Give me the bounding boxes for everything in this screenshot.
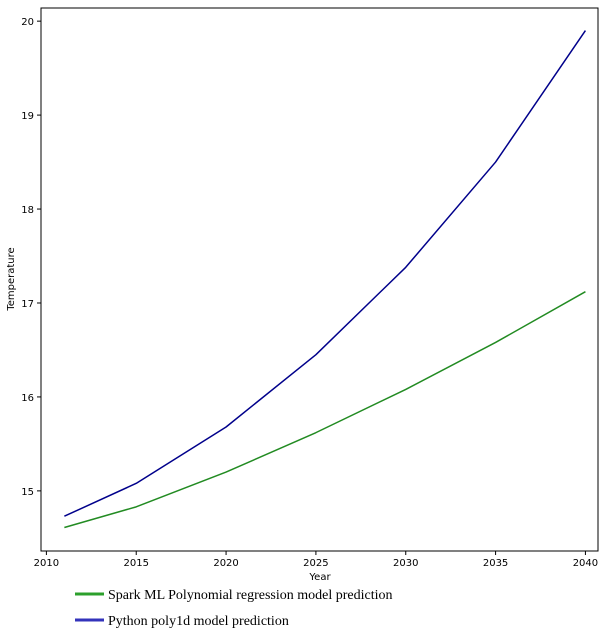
y-tick-label: 19 (21, 111, 34, 122)
x-axis-ticks: 2010 2015 2020 2025 2030 2035 2040 (34, 551, 598, 569)
plot-frame (40, 7, 599, 552)
y-tick-label: 17 (21, 299, 34, 310)
legend-label-spark: Spark ML Polynomial regression model pre… (108, 588, 393, 603)
x-tick-label: 2030 (393, 558, 418, 569)
y-axis-label: Temperature (6, 247, 17, 311)
x-tick-label: 2025 (303, 558, 328, 569)
x-tick-label: 2040 (573, 558, 598, 569)
y-tick-label: 20 (21, 17, 34, 28)
legend: Spark ML Polynomial regression model pre… (75, 588, 393, 629)
x-tick-label: 2035 (483, 558, 508, 569)
series-layer (64, 30, 587, 529)
series-line-python (64, 30, 587, 517)
x-tick-label: 2015 (124, 558, 149, 569)
y-tick-label: 18 (21, 205, 34, 216)
x-axis-label: Year (308, 572, 331, 583)
y-tick-label: 16 (21, 393, 34, 404)
x-tick-label: 2020 (213, 558, 238, 569)
y-axis-ticks: 15 16 17 18 19 20 (21, 17, 41, 498)
series-line-spark (64, 291, 586, 529)
legend-label-python: Python poly1d model prediction (108, 614, 289, 629)
y-tick-label: 15 (21, 487, 34, 498)
x-tick-label: 2010 (34, 558, 59, 569)
